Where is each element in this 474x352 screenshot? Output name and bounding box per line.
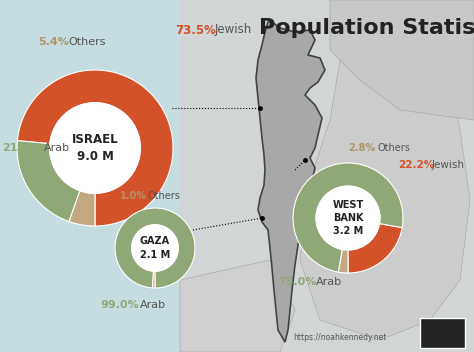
Text: GAZA
2.1 M: GAZA 2.1 M: [140, 237, 170, 260]
Text: 1.0%: 1.0%: [120, 191, 147, 201]
Wedge shape: [153, 271, 155, 288]
Wedge shape: [115, 208, 195, 288]
Polygon shape: [180, 260, 295, 352]
Text: 99.0%: 99.0%: [100, 300, 139, 310]
Polygon shape: [300, 55, 470, 340]
Circle shape: [50, 103, 140, 193]
Text: Others: Others: [68, 37, 106, 47]
Text: WEST
BANK
3.2 M: WEST BANK 3.2 M: [332, 200, 364, 236]
Wedge shape: [338, 250, 348, 273]
Text: Arab: Arab: [316, 277, 342, 287]
Text: 73.5%: 73.5%: [175, 24, 216, 37]
Polygon shape: [256, 22, 325, 342]
Text: Others: Others: [378, 143, 411, 153]
Text: 5.4%: 5.4%: [38, 37, 69, 47]
Text: 75.0%: 75.0%: [278, 277, 316, 287]
Text: Jewish: Jewish: [432, 160, 465, 170]
Circle shape: [132, 225, 178, 271]
Text: 21.1%: 21.1%: [2, 143, 41, 153]
Polygon shape: [330, 0, 474, 120]
Text: Jewish: Jewish: [215, 24, 252, 37]
Polygon shape: [180, 0, 474, 352]
Text: Arab: Arab: [140, 300, 166, 310]
Text: Arab: Arab: [44, 143, 70, 153]
Circle shape: [316, 186, 380, 250]
Text: https://noahkennedy.net: https://noahkennedy.net: [293, 333, 387, 342]
Wedge shape: [348, 224, 402, 273]
Text: Population Statistics: Population Statistics: [259, 18, 474, 38]
Text: 22.2%: 22.2%: [398, 160, 434, 170]
Wedge shape: [17, 141, 80, 221]
Text: ISRAEL
9.0 M: ISRAEL 9.0 M: [72, 133, 118, 163]
Wedge shape: [18, 70, 173, 226]
Wedge shape: [293, 163, 403, 272]
FancyBboxPatch shape: [420, 318, 465, 348]
Text: Others: Others: [148, 191, 181, 201]
Wedge shape: [69, 191, 95, 226]
Text: 2.8%: 2.8%: [348, 143, 375, 153]
